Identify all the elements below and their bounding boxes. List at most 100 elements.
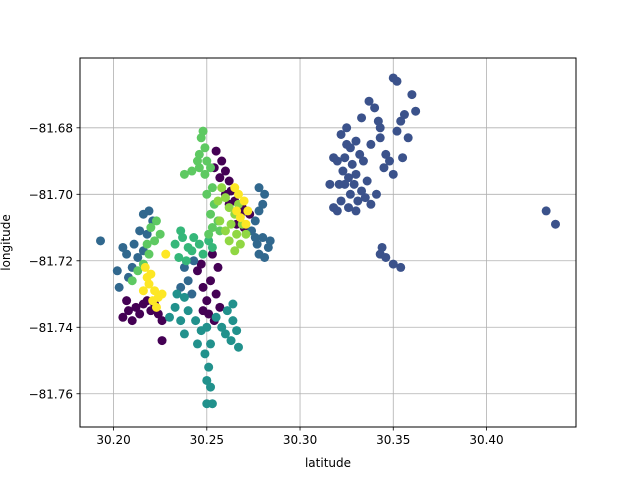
data-point — [550, 219, 560, 229]
data-point — [381, 149, 391, 159]
data-point — [385, 156, 395, 166]
data-point — [198, 249, 208, 259]
data-point — [254, 206, 264, 216]
grid-lines — [80, 58, 576, 427]
data-point — [122, 296, 132, 306]
data-point — [207, 249, 217, 259]
data-point — [336, 129, 346, 139]
data-point — [226, 336, 236, 346]
data-point — [161, 249, 171, 259]
data-point — [204, 229, 214, 239]
data-point — [196, 259, 206, 269]
data-point — [211, 312, 221, 322]
data-point — [202, 296, 212, 306]
x-axis-ticks: 30.20 30.25 30.30 30.35 30.40 — [96, 427, 504, 447]
data-point — [347, 159, 357, 169]
data-point — [222, 306, 232, 316]
data-point — [220, 329, 230, 339]
data-point — [211, 146, 221, 156]
data-point — [142, 272, 152, 282]
data-point — [355, 149, 365, 159]
data-point — [250, 233, 260, 243]
data-point — [206, 339, 216, 349]
y-tick-label: −81.68 — [29, 121, 73, 135]
data-point — [340, 153, 350, 163]
data-point — [338, 166, 348, 176]
x-tick-label: 30.30 — [283, 433, 317, 447]
data-point — [362, 176, 372, 186]
data-point — [388, 259, 398, 269]
data-point — [351, 206, 361, 216]
data-point — [200, 169, 210, 179]
data-point — [239, 196, 249, 206]
data-point — [187, 289, 197, 299]
data-point — [183, 306, 193, 316]
data-point — [243, 206, 253, 216]
data-point — [155, 229, 165, 239]
data-point — [187, 246, 197, 256]
data-point — [112, 266, 122, 276]
data-point — [398, 153, 408, 163]
data-point — [122, 249, 132, 259]
y-tick-label: −81.72 — [29, 254, 73, 268]
data-point — [118, 242, 128, 252]
data-point — [360, 193, 370, 203]
data-point — [233, 342, 243, 352]
data-point — [142, 229, 152, 239]
data-point — [217, 156, 227, 166]
data-point — [228, 316, 238, 326]
x-tick-label: 30.20 — [96, 433, 130, 447]
data-point — [332, 206, 342, 216]
data-point — [187, 166, 197, 176]
data-point — [224, 203, 234, 213]
data-point — [351, 169, 361, 179]
data-point — [342, 139, 352, 149]
data-point — [123, 306, 133, 316]
data-point — [133, 266, 143, 276]
data-point — [366, 199, 376, 209]
data-point — [217, 183, 227, 193]
data-point — [215, 302, 225, 312]
data-point — [215, 216, 225, 226]
data-point — [396, 116, 406, 126]
data-point — [392, 126, 402, 136]
data-point — [232, 229, 242, 239]
data-point — [226, 219, 236, 229]
data-point — [176, 282, 186, 292]
data-point — [230, 246, 240, 256]
data-point — [258, 233, 268, 243]
data-point — [118, 312, 128, 322]
data-point — [254, 249, 264, 259]
data-point — [370, 103, 380, 113]
y-tick-label: −81.76 — [29, 387, 73, 401]
data-point — [265, 236, 275, 246]
data-point — [204, 309, 214, 319]
data-points — [96, 73, 560, 409]
data-point — [146, 223, 156, 233]
data-point — [202, 322, 212, 332]
data-point — [150, 286, 160, 296]
data-point — [235, 213, 245, 223]
data-point — [150, 236, 160, 246]
data-point — [217, 322, 227, 332]
y-axis-ticks: −81.68 −81.70 −81.72 −81.74 −81.76 — [29, 121, 80, 401]
data-point — [392, 76, 402, 86]
data-point — [336, 196, 346, 206]
data-point — [345, 189, 355, 199]
data-point — [340, 179, 350, 189]
data-point — [198, 126, 208, 136]
data-point — [206, 276, 216, 286]
data-point — [202, 189, 212, 199]
data-point — [202, 375, 212, 385]
data-point — [183, 276, 193, 286]
data-point — [541, 206, 551, 216]
data-point — [206, 382, 216, 392]
data-point — [114, 282, 124, 292]
data-point — [233, 189, 243, 199]
data-point — [207, 399, 217, 409]
data-point — [181, 256, 191, 266]
data-point — [358, 156, 368, 166]
data-point — [232, 206, 242, 216]
data-point — [204, 236, 214, 246]
